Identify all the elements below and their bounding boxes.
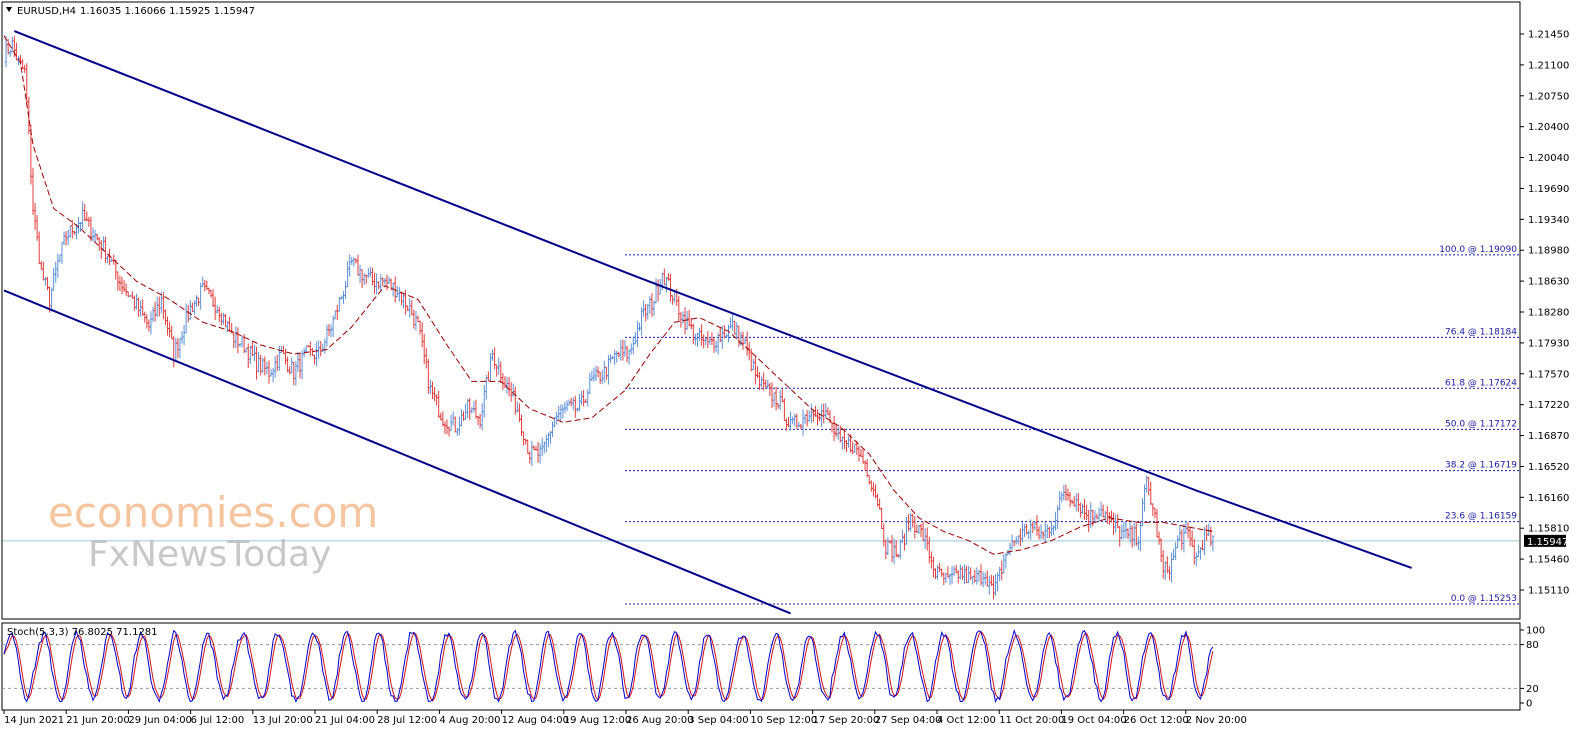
time-tick-label: 28 Jul 12:00: [377, 715, 437, 726]
stoch-tick-label: 100: [1526, 626, 1545, 637]
fib-level-label: 61.8 @ 1.17624: [1445, 378, 1517, 388]
fib-level-label: 38.2 @ 1.16719: [1445, 461, 1517, 471]
watermark-economies: economies.com: [48, 488, 378, 537]
stochastic-levels: [2, 644, 1519, 689]
stochastic-panel: Stoch(5,3,3) 76.8025 71.1281 100 80 20 0: [1, 622, 1545, 711]
watermark-fxnewstoday: FxNewsToday: [88, 534, 331, 575]
candlesticks: [4, 35, 1215, 600]
price-tick-label: 1.15460: [1528, 555, 1569, 566]
price-tick-label: 1.17220: [1528, 400, 1569, 411]
stochastic-main-line: [3, 628, 1214, 703]
ohlc-values: 1.16035 1.16066 1.15925 1.15947: [80, 6, 255, 17]
price-tick-label: 1.21450: [1528, 30, 1569, 41]
current-price-label: 1.15947: [1524, 534, 1568, 548]
time-tick-label: 4 Aug 20:00: [439, 715, 500, 726]
price-tick-label: 1.15810: [1528, 524, 1569, 535]
price-tick-label: 1.15110: [1528, 586, 1569, 597]
price-tick-label: 1.20040: [1528, 153, 1569, 164]
time-tick-label: 2 Nov 20:00: [1186, 715, 1247, 726]
chart-header: EURUSD,H4 1.16035 1.16066 1.15925 1.1594…: [6, 6, 255, 17]
stochastic-label: Stoch(5,3,3) 76.8025 71.1281: [7, 627, 158, 638]
fib-level-label: 50.0 @ 1.17172: [1445, 419, 1517, 429]
current-price-badge: [1524, 534, 1566, 547]
main-plot-border: [1, 1, 1521, 620]
price-tick-label: 1.17570: [1528, 369, 1569, 380]
fibonacci-levels: 100.0 @ 1.19090 76.4 @ 1.18184 61.8 @ 1.17…: [625, 245, 1519, 605]
time-tick-label: 13 Jul 20:00: [253, 715, 313, 726]
price-tick-label: 1.18630: [1528, 277, 1569, 288]
time-tick-label: 21 Jul 04:00: [315, 715, 375, 726]
price-tick-label: 1.18280: [1528, 308, 1569, 319]
price-tick-label: 1.19690: [1528, 184, 1569, 195]
main-plot: 100.0 @ 1.19090 76.4 @ 1.18184 61.8 @ 1.17…: [1, 1, 1521, 620]
price-tick-label: 1.19340: [1528, 215, 1569, 226]
time-tick-label: 29 Jun 04:00: [128, 715, 192, 726]
fib-level-label: 100.0 @ 1.19090: [1439, 245, 1517, 255]
price-tick-label: 1.17930: [1528, 338, 1569, 349]
time-tick-label: 6 Jul 12:00: [191, 715, 245, 726]
price-tick-label: 1.18980: [1528, 246, 1569, 257]
dropdown-triangle-icon[interactable]: [6, 7, 12, 12]
time-tick-label: 26 Aug 20:00: [626, 715, 693, 726]
time-tick-label: 19 Oct 04:00: [1061, 715, 1126, 726]
current-price-text: 1.15947: [1527, 537, 1568, 548]
time-tick-label: 4 Oct 12:00: [937, 715, 996, 726]
channel-upper-line: [13, 30, 1412, 569]
stoch-tick-label: 20: [1526, 684, 1539, 695]
price-tick-label: 1.16520: [1528, 462, 1569, 473]
stochastic-signal-line: [3, 630, 1214, 702]
trend-channel: [3, 30, 1412, 615]
time-tick-label: 10 Sep 12:00: [750, 715, 817, 726]
price-tick-label: 1.20750: [1528, 91, 1569, 102]
time-tick-label: 14 Jun 2021: [4, 715, 64, 726]
price-axis: 1.21450 1.21100 1.20750 1.20400 1.20040 1.196…: [1520, 30, 1569, 597]
fib-level-label: 76.4 @ 1.18184: [1445, 327, 1517, 337]
stoch-tick-label: 80: [1526, 640, 1539, 651]
stoch-tick-label: 0: [1526, 699, 1532, 710]
price-tick-label: 1.21100: [1528, 60, 1569, 71]
price-tick-label: 1.16160: [1528, 493, 1569, 504]
time-tick-label: 19 Aug 12:00: [564, 715, 631, 726]
time-tick-label: 21 Jun 20:00: [66, 715, 130, 726]
time-tick-label: 11 Oct 20:00: [999, 715, 1064, 726]
symbol-timeframe: EURUSD,H4: [17, 6, 76, 17]
time-tick-label: 17 Sep 20:00: [813, 715, 880, 726]
time-tick-label: 3 Sep 04:00: [688, 715, 748, 726]
stochastic-axis: 100 80 20 0: [1520, 626, 1545, 710]
moving-average-line: [3, 35, 1213, 555]
time-tick-label: 26 Oct 12:00: [1124, 715, 1189, 726]
fib-level-label: 23.6 @ 1.16159: [1445, 512, 1517, 522]
watermark: economies.com FxNewsToday: [48, 488, 378, 575]
fib-level-label: 0.0 @ 1.15253: [1451, 594, 1517, 604]
time-tick-label: 27 Sep 04:00: [875, 715, 942, 726]
stochastic-border: [1, 622, 1521, 711]
time-tick-label: 12 Aug 04:00: [502, 715, 569, 726]
price-tick-label: 1.20400: [1528, 122, 1569, 133]
price-tick-label: 1.16870: [1528, 431, 1569, 442]
channel-lower-line: [3, 289, 791, 615]
